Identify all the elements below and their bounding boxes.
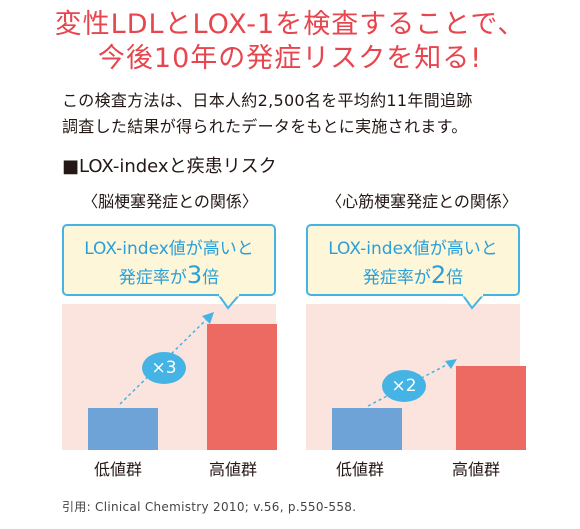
chart-1-label-high: 高値群: [208, 460, 257, 479]
chart-1-bar-low: [88, 408, 158, 450]
chart-2-label-low: 低値群: [335, 460, 384, 479]
chart-1-multiplier-badge: ×3: [142, 352, 186, 384]
chart-2-callout-number: 2: [430, 261, 447, 289]
chart-2-svg: [332, 359, 526, 450]
intro-line-2: 調査した結果が得られたデータをもとに実施されます。: [62, 117, 468, 136]
chart-1-callout-post: 倍: [202, 268, 220, 288]
chart-1-callout-line-1: LOX-index値が高いと: [84, 239, 254, 259]
chart-2-callout: LOX-index値が高いと 発症率が2倍: [306, 224, 520, 296]
chart-1-title: 〈脳梗塞発症との関係〉: [82, 192, 258, 211]
chart-1-bar-high: [207, 324, 277, 450]
chart-2-callout-post: 倍: [446, 268, 464, 288]
chart-1-callout: LOX-index値が高いと 発症率が3倍: [62, 224, 276, 296]
chart-1-label-low: 低値群: [93, 460, 142, 479]
chart-2-label-high: 高値群: [451, 460, 500, 479]
chart-1-svg: [88, 312, 277, 450]
chart-1-arrowhead-icon: [202, 312, 214, 324]
chart-2-title: 〈心筋梗塞発症との関係〉: [326, 192, 518, 211]
chart-1-callout-line-2: 発症率が3倍: [64, 262, 274, 291]
section-title: ■LOX-indexと疾患リスク: [62, 156, 277, 177]
chart-2-callout-pre: 発症率が: [362, 268, 431, 288]
headline-line-1: 変性LDLとLOX-1を検査することで、: [54, 9, 526, 40]
chart-2-callout-tail: [462, 294, 486, 310]
chart-2-callout-line-1: LOX-index値が高いと: [328, 239, 498, 259]
chart-2-bar-low: [332, 408, 402, 450]
chart-2-callout-line-2: 発症率が2倍: [308, 262, 518, 291]
chart-2-bar-high: [456, 366, 526, 450]
chart-2-arrowhead-icon: [445, 359, 457, 369]
chart-2-trend-arrow: [367, 361, 453, 407]
intro-line-1: この検査方法は、日本人約2,500名を平均約11年間追跡: [62, 91, 473, 110]
headline-line-2: 今後10年の発症リスクを知る!: [97, 43, 483, 74]
chart-1-callout-number: 3: [186, 261, 203, 289]
chart-1-callout-tail: [218, 294, 242, 310]
citation: 引用: Clinical Chemistry 2010; v.56, p.550…: [62, 500, 357, 514]
chart-1-callout-pre: 発症率が: [118, 268, 187, 288]
chart-2-multiplier-badge: ×2: [382, 370, 426, 402]
